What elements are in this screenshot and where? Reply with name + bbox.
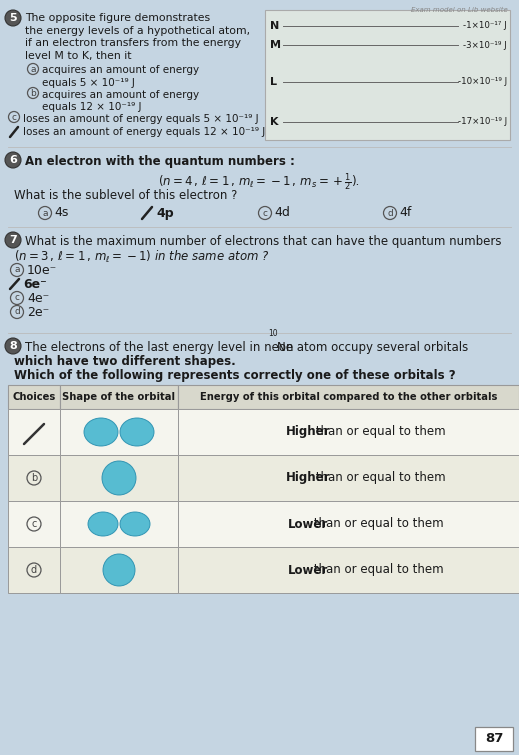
Text: c: c [15, 294, 20, 303]
Text: 4d: 4d [274, 207, 290, 220]
Text: 2e⁻: 2e⁻ [27, 306, 49, 319]
Text: M: M [270, 40, 281, 50]
FancyBboxPatch shape [8, 455, 60, 501]
Text: d: d [31, 565, 37, 575]
Text: d: d [387, 208, 393, 217]
FancyBboxPatch shape [60, 455, 178, 501]
Text: 8: 8 [9, 341, 17, 351]
Circle shape [102, 461, 136, 495]
Text: What is the sublevel of this electron ?: What is the sublevel of this electron ? [14, 189, 237, 202]
Text: than or equal to them: than or equal to them [312, 472, 446, 485]
Text: d: d [14, 307, 20, 316]
Text: Which of the following represents correctly one of these orbitals ?: Which of the following represents correc… [14, 369, 456, 382]
FancyBboxPatch shape [60, 547, 178, 593]
Circle shape [5, 338, 21, 354]
Text: -10×10⁻¹⁹ J: -10×10⁻¹⁹ J [458, 78, 507, 87]
Text: c: c [263, 208, 267, 217]
Text: 4e⁻: 4e⁻ [27, 291, 49, 304]
Text: Lower: Lower [288, 563, 328, 577]
Text: Lower: Lower [288, 517, 328, 531]
FancyBboxPatch shape [178, 409, 519, 455]
Text: b: b [30, 88, 36, 97]
Text: Ne atom occupy several orbitals: Ne atom occupy several orbitals [277, 341, 468, 354]
Text: -1×10⁻¹⁷ J: -1×10⁻¹⁷ J [463, 21, 507, 30]
FancyBboxPatch shape [475, 727, 513, 751]
FancyBboxPatch shape [8, 547, 60, 593]
FancyBboxPatch shape [8, 409, 60, 455]
Text: Exam model on Lib website: Exam model on Lib website [411, 7, 508, 13]
Text: $(n=4\,,\,\ell=1\,,\,m_\ell=-1\,,\,m_s=+\frac{1}{2})$.: $(n=4\,,\,\ell=1\,,\,m_\ell=-1\,,\,m_s=+… [158, 171, 360, 193]
Text: loses an amount of energy equals 5 × 10⁻¹⁹ J: loses an amount of energy equals 5 × 10⁻… [23, 114, 258, 124]
Text: L: L [270, 77, 277, 87]
Text: What is the maximum number of electrons that can have the quantum numbers: What is the maximum number of electrons … [25, 235, 501, 248]
Text: 6: 6 [9, 155, 17, 165]
Text: a: a [42, 208, 48, 217]
Text: The opposite figure demonstrates: The opposite figure demonstrates [25, 13, 210, 23]
Text: a: a [30, 64, 36, 73]
Text: acquires an amount of energy: acquires an amount of energy [42, 90, 199, 100]
Text: -17×10⁻¹⁹ J: -17×10⁻¹⁹ J [458, 118, 507, 127]
Text: 87: 87 [485, 732, 503, 745]
Text: c: c [11, 112, 17, 122]
Text: Higher: Higher [285, 426, 330, 439]
Text: a: a [14, 266, 20, 275]
FancyBboxPatch shape [8, 501, 60, 547]
Text: b: b [31, 473, 37, 483]
Text: than or equal to them: than or equal to them [310, 563, 444, 577]
Text: equals 12 × 10⁻¹⁹ J: equals 12 × 10⁻¹⁹ J [42, 103, 142, 112]
Text: the energy levels of a hypothetical atom,: the energy levels of a hypothetical atom… [25, 26, 250, 35]
Text: Choices: Choices [12, 392, 56, 402]
Text: Higher: Higher [285, 472, 330, 485]
Text: loses an amount of energy equals 12 × 10⁻¹⁹ J: loses an amount of energy equals 12 × 10… [23, 127, 265, 137]
Text: if an electron transfers from the energy: if an electron transfers from the energy [25, 38, 241, 48]
FancyBboxPatch shape [60, 409, 178, 455]
Circle shape [5, 232, 21, 248]
Text: 4p: 4p [156, 207, 174, 220]
FancyBboxPatch shape [60, 501, 178, 547]
Ellipse shape [120, 512, 150, 536]
Text: 6e⁻: 6e⁻ [23, 278, 47, 291]
Ellipse shape [84, 418, 118, 446]
Text: 4f: 4f [399, 207, 412, 220]
Text: acquires an amount of energy: acquires an amount of energy [42, 65, 199, 75]
Text: N: N [270, 21, 279, 31]
Text: equals 5 × 10⁻¹⁹ J: equals 5 × 10⁻¹⁹ J [42, 78, 135, 88]
Text: 7: 7 [9, 235, 17, 245]
Text: -3×10⁻¹⁹ J: -3×10⁻¹⁹ J [463, 41, 507, 50]
Text: Energy of this orbital compared to the other orbitals: Energy of this orbital compared to the o… [200, 392, 497, 402]
FancyBboxPatch shape [178, 547, 519, 593]
Text: $(n=3\,,\,\ell=1\,,\,m_\ell=-1)$ in the same atom ?: $(n=3\,,\,\ell=1\,,\,m_\ell=-1)$ in the … [14, 249, 269, 265]
Text: The electrons of the last energy level in neon: The electrons of the last energy level i… [25, 341, 297, 354]
Circle shape [103, 554, 135, 586]
FancyBboxPatch shape [8, 385, 60, 409]
FancyBboxPatch shape [178, 455, 519, 501]
Circle shape [5, 10, 21, 26]
Text: level M to K, then it: level M to K, then it [25, 51, 131, 60]
Text: than or equal to them: than or equal to them [312, 426, 446, 439]
Text: which have two different shapes.: which have two different shapes. [14, 355, 236, 368]
Ellipse shape [88, 512, 118, 536]
FancyBboxPatch shape [178, 501, 519, 547]
Circle shape [5, 152, 21, 168]
Text: 5: 5 [9, 13, 17, 23]
FancyBboxPatch shape [60, 385, 178, 409]
FancyBboxPatch shape [265, 10, 510, 140]
Text: K: K [270, 117, 279, 127]
Text: 10: 10 [268, 329, 278, 338]
FancyBboxPatch shape [178, 385, 519, 409]
Text: 4s: 4s [54, 207, 69, 220]
Ellipse shape [120, 418, 154, 446]
Text: 10e⁻: 10e⁻ [27, 263, 57, 276]
Text: c: c [31, 519, 37, 529]
Text: Shape of the orbital: Shape of the orbital [62, 392, 175, 402]
Text: than or equal to them: than or equal to them [310, 517, 444, 531]
Text: An electron with the quantum numbers :: An electron with the quantum numbers : [25, 155, 295, 168]
